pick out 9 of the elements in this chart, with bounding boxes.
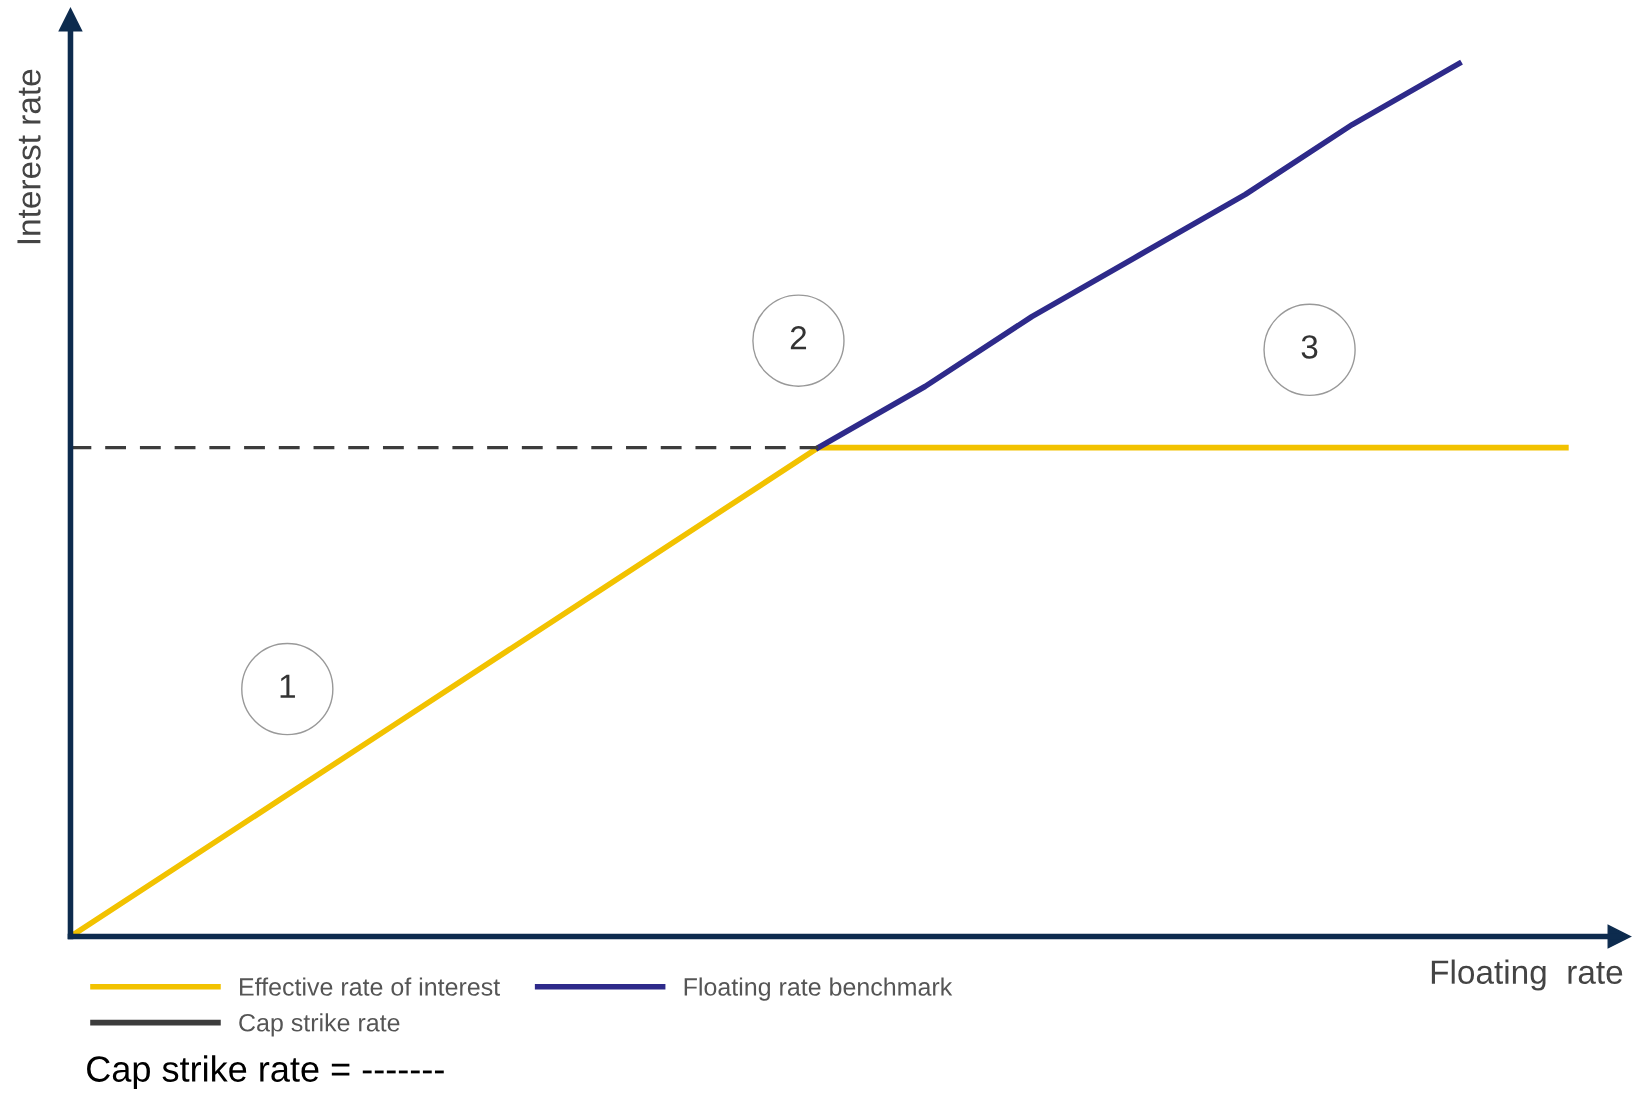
text: Cap strike rate = ------- xyxy=(87,1055,444,1090)
legend-label: Effective rate of interest xyxy=(240,977,500,996)
legend-label: Cap strike rate xyxy=(239,1013,400,1037)
annotation: 1 xyxy=(280,674,295,698)
x-axis-title: Floating rate xyxy=(1431,959,1623,991)
y-axis-title: Interest rate xyxy=(17,69,41,244)
annotation: 3 xyxy=(1301,335,1318,359)
legend-label: Floating rate benchmark xyxy=(684,977,953,1001)
annotation: 2 xyxy=(790,326,807,350)
